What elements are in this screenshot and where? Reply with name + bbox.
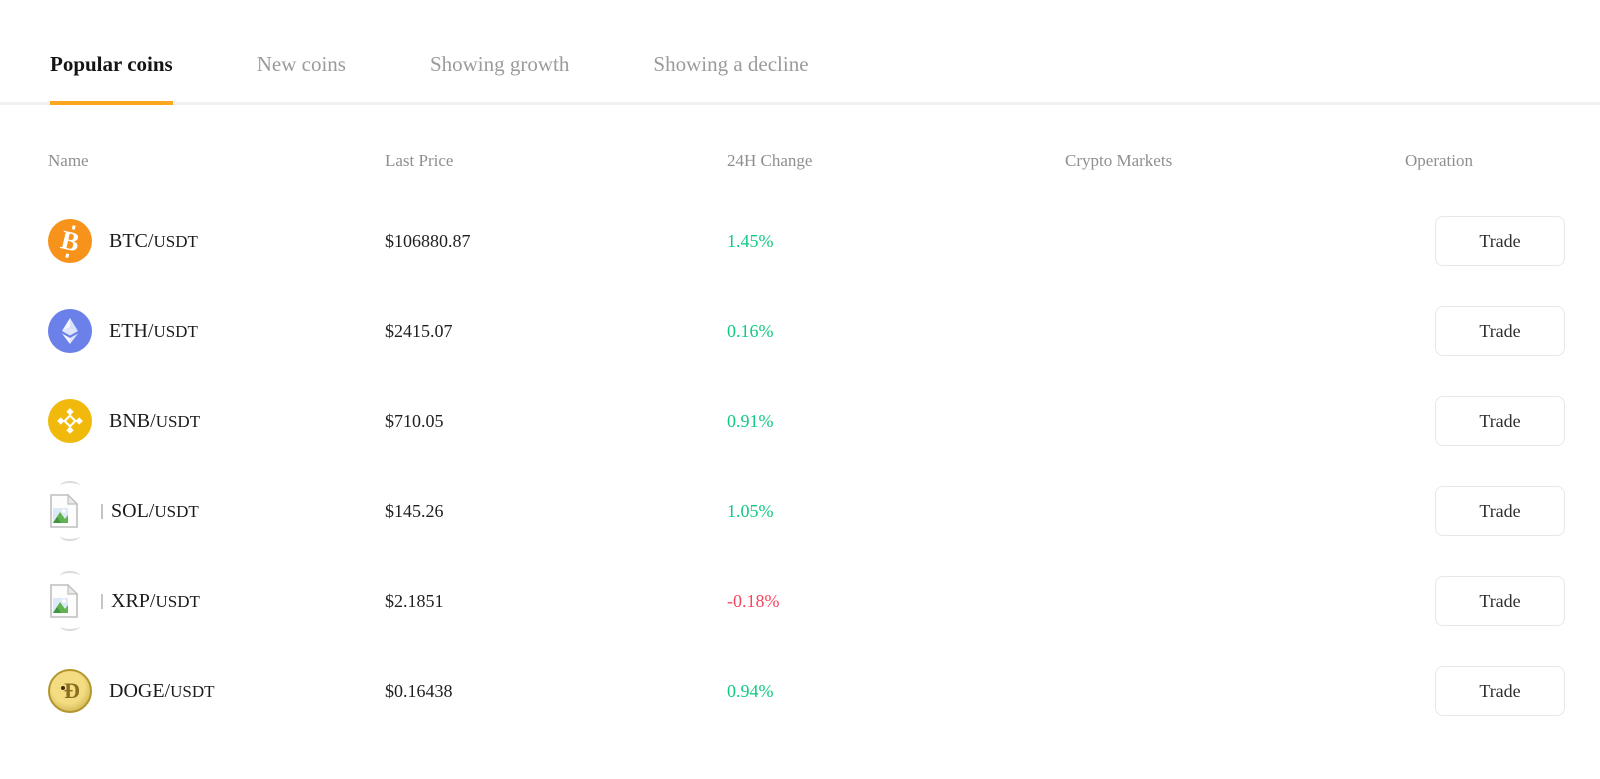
pair-quote: USDT (155, 591, 200, 611)
last-price: $2.1851 (385, 590, 444, 611)
last-price: $145.26 (385, 500, 444, 521)
pair-quote: USDT (153, 321, 198, 341)
pair-separator: / (150, 409, 156, 432)
column-header-name: Name (48, 151, 89, 170)
market-tabs: Popular coins New coins Showing growth S… (0, 0, 1600, 105)
broken-image-icon (48, 481, 92, 541)
pair-base: SOL (111, 499, 149, 522)
table-body: B BTC/USDT $106880.87 1.45% Trade (48, 196, 1565, 736)
change-24h: 1.45% (727, 230, 774, 251)
change-24h: 0.16% (727, 320, 774, 341)
trade-button-xrp[interactable]: Trade (1435, 576, 1565, 626)
pair-label: BTC/USDT (109, 230, 198, 253)
pair-quote: USDT (170, 681, 215, 701)
pair-name-cell: XRP/USDT (48, 571, 385, 631)
broken-image-glyph (50, 583, 79, 618)
change-24h: -0.18% (727, 590, 780, 611)
pair-base: XRP (111, 589, 150, 612)
pair-label: BNB/USDT (109, 410, 200, 433)
last-price: $2415.07 (385, 320, 453, 341)
trade-button-bnb[interactable]: Trade (1435, 396, 1565, 446)
pair-base: BTC (109, 229, 148, 252)
last-price: $710.05 (385, 410, 444, 431)
pair-base: BNB (109, 409, 151, 432)
broken-image-glyph (50, 493, 79, 528)
last-price: $106880.87 (385, 230, 471, 251)
ethereum-glyph (62, 318, 78, 344)
pair-label: DOGE/USDT (109, 680, 215, 703)
column-header-crypto-markets: Crypto Markets (1065, 151, 1173, 170)
table-row-eth: ETH/USDT $2415.07 0.16% Trade (48, 286, 1565, 376)
pair-name-cell: BNB/USDT (48, 399, 385, 443)
change-24h: 0.94% (727, 680, 774, 701)
pair-quote: USDT (153, 231, 198, 251)
tab-new-coins[interactable]: New coins (256, 52, 346, 76)
market-table: Name Last Price 24H Change Crypto Market… (0, 151, 1600, 736)
table-header-row: Name Last Price 24H Change Crypto Market… (48, 151, 1565, 171)
pair-name-cell: B BTC/USDT (48, 219, 385, 263)
pair-separator: / (147, 229, 154, 252)
pair-base: ETH (109, 319, 148, 342)
pair-separator: / (164, 679, 171, 702)
change-24h: 1.05% (727, 500, 774, 521)
tab-popular-coins[interactable]: Popular coins (50, 52, 173, 105)
pair-label: ETH/USDT (109, 320, 198, 343)
btc-coin-icon: B (48, 219, 92, 263)
trade-button-doge[interactable]: Trade (1435, 666, 1565, 716)
column-header-24h-change: 24H Change (727, 151, 813, 170)
eth-coin-icon (48, 309, 92, 353)
broken-alt-bar (101, 593, 103, 609)
table-row-doge: Ð DOGE/USDT $0.16438 0.94% Trade (48, 646, 1565, 736)
broken-circle-arc (60, 621, 80, 631)
doge-glyph: Ð (64, 678, 80, 703)
pair-base: DOGE (109, 679, 165, 702)
bnb-glyph (57, 408, 83, 434)
pair-separator: / (147, 319, 154, 342)
column-header-operation: Operation (1405, 151, 1473, 170)
pair-separator: / (149, 589, 156, 612)
broken-image-icon (48, 571, 92, 631)
table-row-btc: B BTC/USDT $106880.87 1.45% Trade (48, 196, 1565, 286)
pair-separator: / (148, 499, 155, 522)
trade-button-eth[interactable]: Trade (1435, 306, 1565, 356)
bnb-coin-icon (48, 399, 92, 443)
pair-name-cell: Ð DOGE/USDT (48, 669, 385, 713)
tab-showing-a-decline[interactable]: Showing a decline (653, 52, 809, 76)
last-price: $0.16438 (385, 680, 453, 701)
bitcoin-glyph: B (57, 223, 83, 258)
column-header-last-price: Last Price (385, 151, 454, 170)
pair-label: SOL/USDT (111, 500, 199, 523)
trade-button-sol[interactable]: Trade (1435, 486, 1565, 536)
pair-quote: USDT (154, 501, 199, 521)
change-24h: 0.91% (727, 410, 774, 431)
broken-alt-bar (101, 503, 103, 519)
doge-coin-icon: Ð (48, 669, 92, 713)
table-row-xrp: XRP/USDT $2.1851 -0.18% Trade (48, 556, 1565, 646)
broken-circle-arc (60, 531, 80, 541)
broken-circle-arc (60, 571, 80, 581)
table-row-bnb: BNB/USDT $710.05 0.91% Trade (48, 376, 1565, 466)
doge-eye-dot (61, 686, 65, 690)
pair-quote: USDT (155, 411, 201, 431)
trade-button-btc[interactable]: Trade (1435, 216, 1565, 266)
table-row-sol: SOL/USDT $145.26 1.05% Trade (48, 466, 1565, 556)
pair-name-cell: ETH/USDT (48, 309, 385, 353)
pair-name-cell: SOL/USDT (48, 481, 385, 541)
broken-circle-arc (60, 481, 80, 491)
pair-label: XRP/USDT (111, 590, 200, 613)
tab-showing-growth[interactable]: Showing growth (429, 52, 570, 76)
